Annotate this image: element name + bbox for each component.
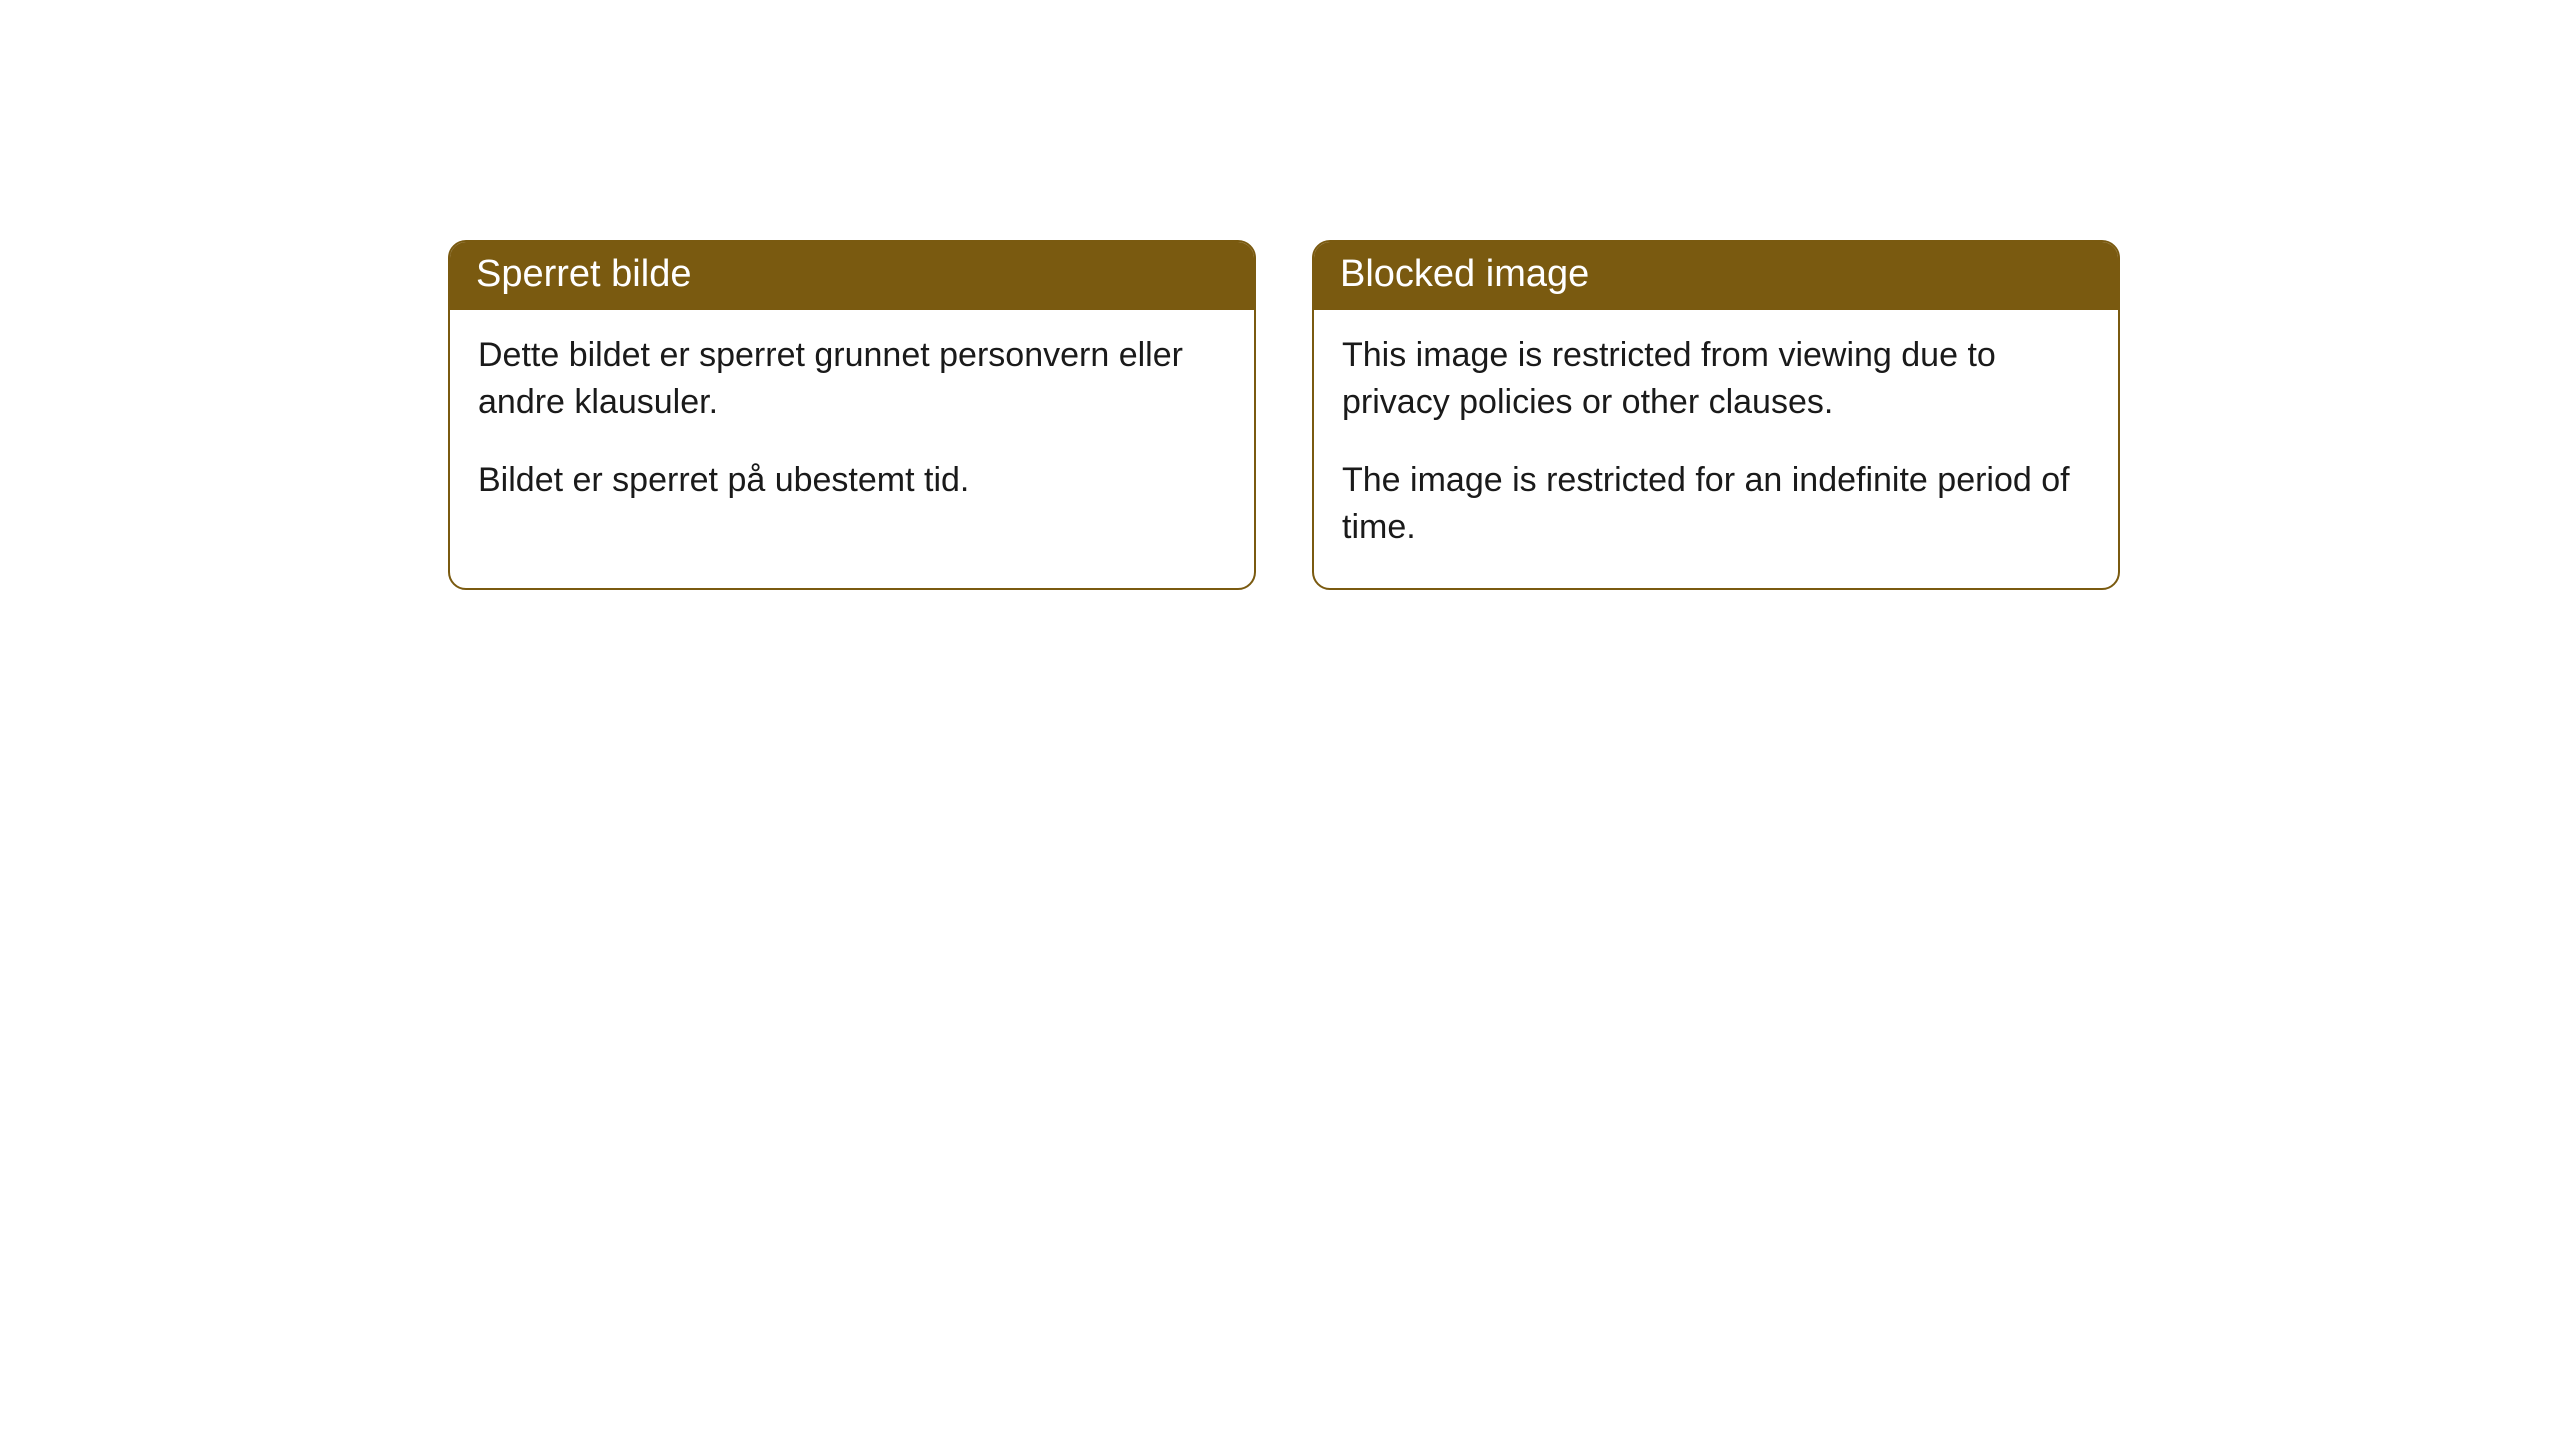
card-body: This image is restricted from viewing du…: [1314, 310, 2118, 588]
notice-paragraph: Bildet er sperret på ubestemt tid.: [478, 457, 1226, 505]
card-body: Dette bildet er sperret grunnet personve…: [450, 310, 1254, 541]
notice-paragraph: Dette bildet er sperret grunnet personve…: [478, 332, 1226, 427]
notice-container: Sperret bilde Dette bildet er sperret gr…: [0, 0, 2560, 590]
notice-card-english: Blocked image This image is restricted f…: [1312, 240, 2120, 590]
notice-card-norwegian: Sperret bilde Dette bildet er sperret gr…: [448, 240, 1256, 590]
notice-paragraph: This image is restricted from viewing du…: [1342, 332, 2090, 427]
notice-paragraph: The image is restricted for an indefinit…: [1342, 457, 2090, 552]
card-header: Sperret bilde: [450, 242, 1254, 310]
card-header: Blocked image: [1314, 242, 2118, 310]
